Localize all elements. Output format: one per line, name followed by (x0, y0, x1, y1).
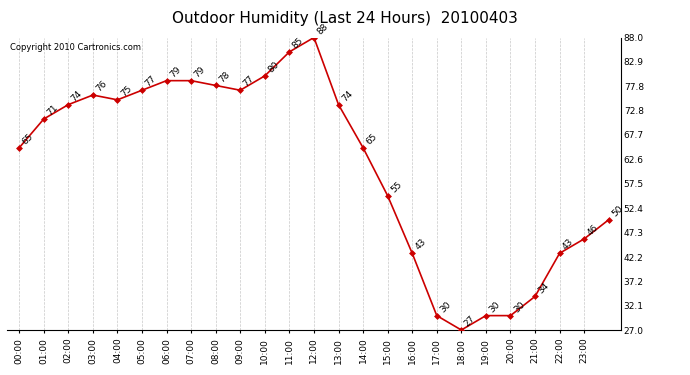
Text: 76: 76 (95, 79, 109, 94)
Text: 43: 43 (413, 237, 428, 252)
Text: 65: 65 (21, 132, 35, 146)
Text: 85: 85 (290, 36, 305, 51)
Text: Outdoor Humidity (Last 24 Hours)  20100403: Outdoor Humidity (Last 24 Hours) 2010040… (172, 11, 518, 26)
Text: 30: 30 (487, 300, 502, 314)
Text: 55: 55 (389, 180, 404, 194)
Text: 71: 71 (45, 103, 59, 118)
Text: 46: 46 (586, 223, 600, 237)
Text: Copyright 2010 Cartronics.com: Copyright 2010 Cartronics.com (10, 44, 141, 52)
Text: 80: 80 (266, 60, 281, 75)
Text: 30: 30 (438, 300, 453, 314)
Text: 43: 43 (561, 237, 575, 252)
Text: 30: 30 (512, 300, 526, 314)
Text: 88: 88 (315, 22, 330, 36)
Text: 75: 75 (119, 84, 133, 99)
Text: 27: 27 (463, 314, 477, 328)
Text: 77: 77 (241, 74, 256, 89)
Text: 74: 74 (340, 89, 354, 103)
Text: 74: 74 (70, 89, 84, 103)
Text: 65: 65 (364, 132, 379, 146)
Text: 79: 79 (168, 65, 182, 79)
Text: 78: 78 (217, 70, 232, 84)
Text: 77: 77 (144, 74, 158, 89)
Text: 79: 79 (193, 65, 207, 79)
Text: 50: 50 (610, 204, 624, 218)
Text: 34: 34 (536, 280, 551, 295)
